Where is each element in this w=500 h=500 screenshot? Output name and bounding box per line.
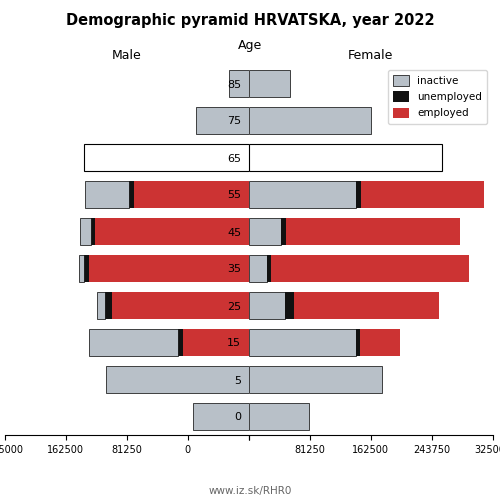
Bar — [249, 70, 290, 98]
Bar — [78, 254, 84, 282]
Bar — [249, 328, 356, 356]
Bar — [356, 180, 361, 208]
Bar — [249, 254, 267, 282]
Bar — [249, 106, 371, 134]
Bar — [249, 144, 442, 172]
Bar — [356, 328, 360, 356]
Bar — [271, 254, 468, 282]
Bar — [183, 328, 249, 356]
Legend: inactive, unemployed, employed: inactive, unemployed, employed — [388, 70, 488, 124]
Bar — [249, 402, 309, 430]
Bar — [129, 180, 134, 208]
Title: Female: Female — [348, 50, 394, 62]
Text: Demographic pyramid HRVATSKA, year 2022: Demographic pyramid HRVATSKA, year 2022 — [66, 12, 434, 28]
Bar — [89, 328, 178, 356]
Bar — [196, 106, 249, 134]
Bar — [361, 180, 484, 208]
Bar — [285, 292, 294, 320]
Bar — [267, 254, 271, 282]
Title: Male: Male — [112, 50, 142, 62]
Bar — [85, 180, 129, 208]
Bar — [249, 366, 382, 394]
Bar — [192, 402, 249, 430]
Bar — [106, 366, 249, 394]
Bar — [249, 292, 285, 320]
Bar — [294, 292, 438, 320]
Bar — [134, 180, 249, 208]
Bar — [178, 328, 183, 356]
Bar — [80, 218, 91, 246]
Bar — [286, 218, 460, 246]
Bar — [249, 180, 356, 208]
Bar — [249, 218, 281, 246]
Bar — [84, 144, 249, 172]
Text: Age: Age — [238, 40, 262, 52]
Bar — [91, 218, 95, 246]
Bar — [105, 292, 112, 320]
Bar — [281, 218, 285, 246]
Bar — [112, 292, 249, 320]
Bar — [95, 218, 249, 246]
Bar — [360, 328, 400, 356]
Bar — [228, 70, 249, 98]
Bar — [97, 292, 105, 320]
Bar — [89, 254, 249, 282]
Text: www.iz.sk/RHR0: www.iz.sk/RHR0 — [208, 486, 292, 496]
Bar — [84, 254, 89, 282]
